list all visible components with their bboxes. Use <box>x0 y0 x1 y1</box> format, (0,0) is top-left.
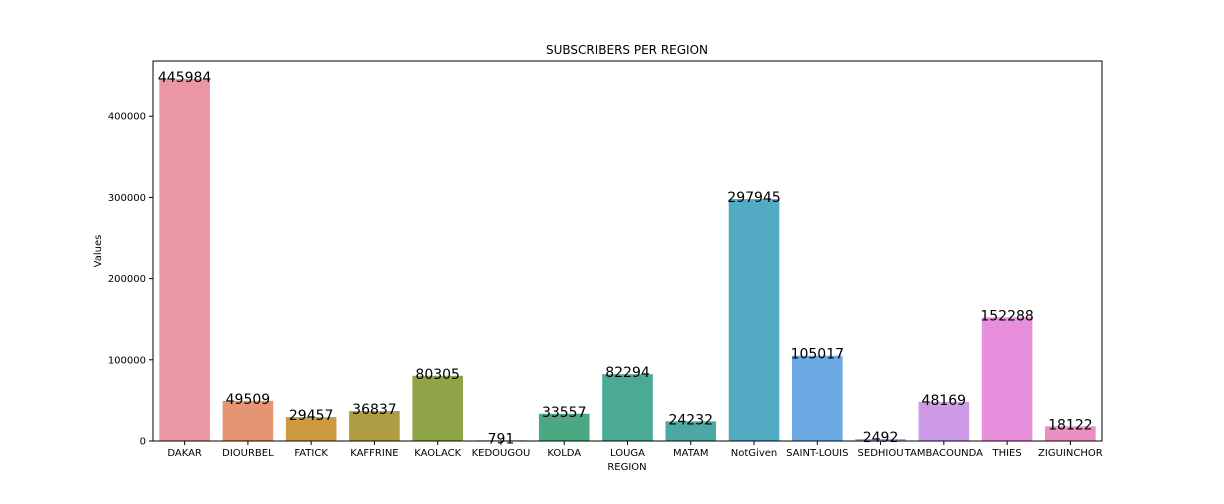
x-tick-label: KAOLACK <box>414 448 461 459</box>
chart-title: SUBSCRIBERS PER REGION <box>546 43 708 57</box>
data-label-tambacounda: 48169 <box>922 393 967 409</box>
data-label-louga: 82294 <box>605 365 650 381</box>
data-label-dakar: 445984 <box>158 70 212 86</box>
y-tick-label: 300000 <box>108 193 146 204</box>
bars-group <box>159 78 1096 441</box>
data-label-thies: 152288 <box>980 308 1033 324</box>
bar-dakar <box>159 78 210 441</box>
data-label-saint-louis: 105017 <box>791 347 844 363</box>
y-axis-label: Values <box>93 235 104 268</box>
bar-matam <box>665 421 717 441</box>
bar-sedhiou <box>855 438 906 441</box>
bar-kaffrine <box>349 411 400 441</box>
data-label-kedougou: 791 <box>488 431 515 447</box>
x-tick-label: FATICK <box>294 448 328 459</box>
y-axis-ticks: 0 100000 200000 300000 400000 <box>108 112 153 448</box>
bar-kolda <box>538 413 590 441</box>
x-tick-label: DIOURBEL <box>222 448 274 459</box>
bar-saint-louis <box>791 355 843 441</box>
x-tick-label: KEDOUGOU <box>472 448 531 459</box>
data-label-kolda: 33557 <box>542 405 587 421</box>
data-label-sedhiou: 2492 <box>863 430 899 446</box>
x-tick-label: LOUGA <box>610 448 645 459</box>
y-tick-label: 200000 <box>108 274 146 285</box>
data-label-kaffrine: 36837 <box>352 402 397 418</box>
data-label-notgiven: 297945 <box>727 190 780 206</box>
x-tick-label: SAINT-LOUIS <box>786 448 848 459</box>
data-label-kaolack: 80305 <box>415 367 460 383</box>
x-tick-label: TAMBACOUNDA <box>904 448 984 459</box>
bar-notgiven <box>728 199 780 441</box>
bar-diourbel <box>222 400 274 441</box>
x-tick-label: DAKAR <box>167 448 202 459</box>
bar-tambacounda <box>918 401 970 441</box>
data-labels-group: 445984 49509 29457 36837 80305 791 33557 82294 2… <box>158 70 1093 447</box>
x-tick-label: ZIGUINCHOR <box>1038 448 1103 459</box>
bar-ziguinchor <box>1045 426 1096 441</box>
x-tick-label: KOLDA <box>547 448 581 459</box>
data-label-fatick: 29457 <box>289 408 334 424</box>
x-tick-label: SEDHIOU <box>858 448 904 459</box>
y-tick-label: 100000 <box>108 355 146 366</box>
bar-thies <box>981 317 1033 441</box>
x-tick-label: KAFFRINE <box>350 448 398 459</box>
y-tick-label: 0 <box>140 437 146 448</box>
x-axis-label: REGION <box>607 462 646 473</box>
x-tick-label: NotGiven <box>731 448 777 459</box>
x-tick-label: MATAM <box>673 448 709 459</box>
data-label-matam: 24232 <box>668 412 713 428</box>
bar-fatick <box>285 417 337 441</box>
y-tick-label: 400000 <box>108 112 146 123</box>
x-tick-label: THIES <box>991 448 1021 459</box>
data-label-diourbel: 49509 <box>226 392 271 408</box>
plot-frame <box>152 60 1103 442</box>
bar-kaolack <box>412 375 463 441</box>
bar-louga <box>602 374 653 441</box>
x-axis-ticks: DAKAR DIOURBEL FATICK KAFFRINE KAOLACK KEDOUG… <box>167 441 1103 459</box>
data-label-ziguinchor: 18122 <box>1048 417 1093 433</box>
